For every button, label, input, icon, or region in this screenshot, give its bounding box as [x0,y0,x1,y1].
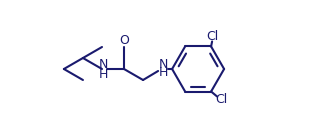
Text: N: N [98,58,108,72]
Text: O: O [119,33,129,47]
Text: Cl: Cl [206,30,218,43]
Text: H: H [98,67,108,81]
Text: N: N [158,58,168,72]
Text: Cl: Cl [215,93,227,106]
Text: H: H [158,67,168,80]
